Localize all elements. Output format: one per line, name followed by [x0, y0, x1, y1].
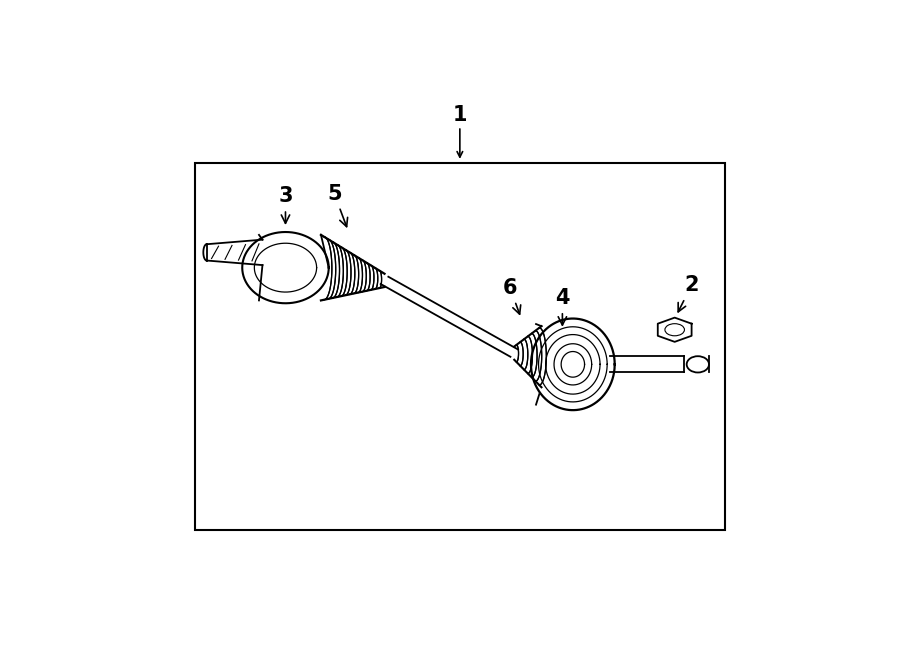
Text: 1: 1: [453, 105, 467, 125]
Polygon shape: [531, 319, 615, 410]
Polygon shape: [658, 318, 691, 342]
Bar: [194, 163, 724, 529]
Text: 3: 3: [278, 186, 293, 223]
Text: 5: 5: [327, 184, 347, 227]
Text: 6: 6: [503, 278, 521, 314]
Polygon shape: [242, 232, 328, 303]
Text: 2: 2: [679, 276, 698, 312]
Text: 4: 4: [555, 288, 570, 325]
